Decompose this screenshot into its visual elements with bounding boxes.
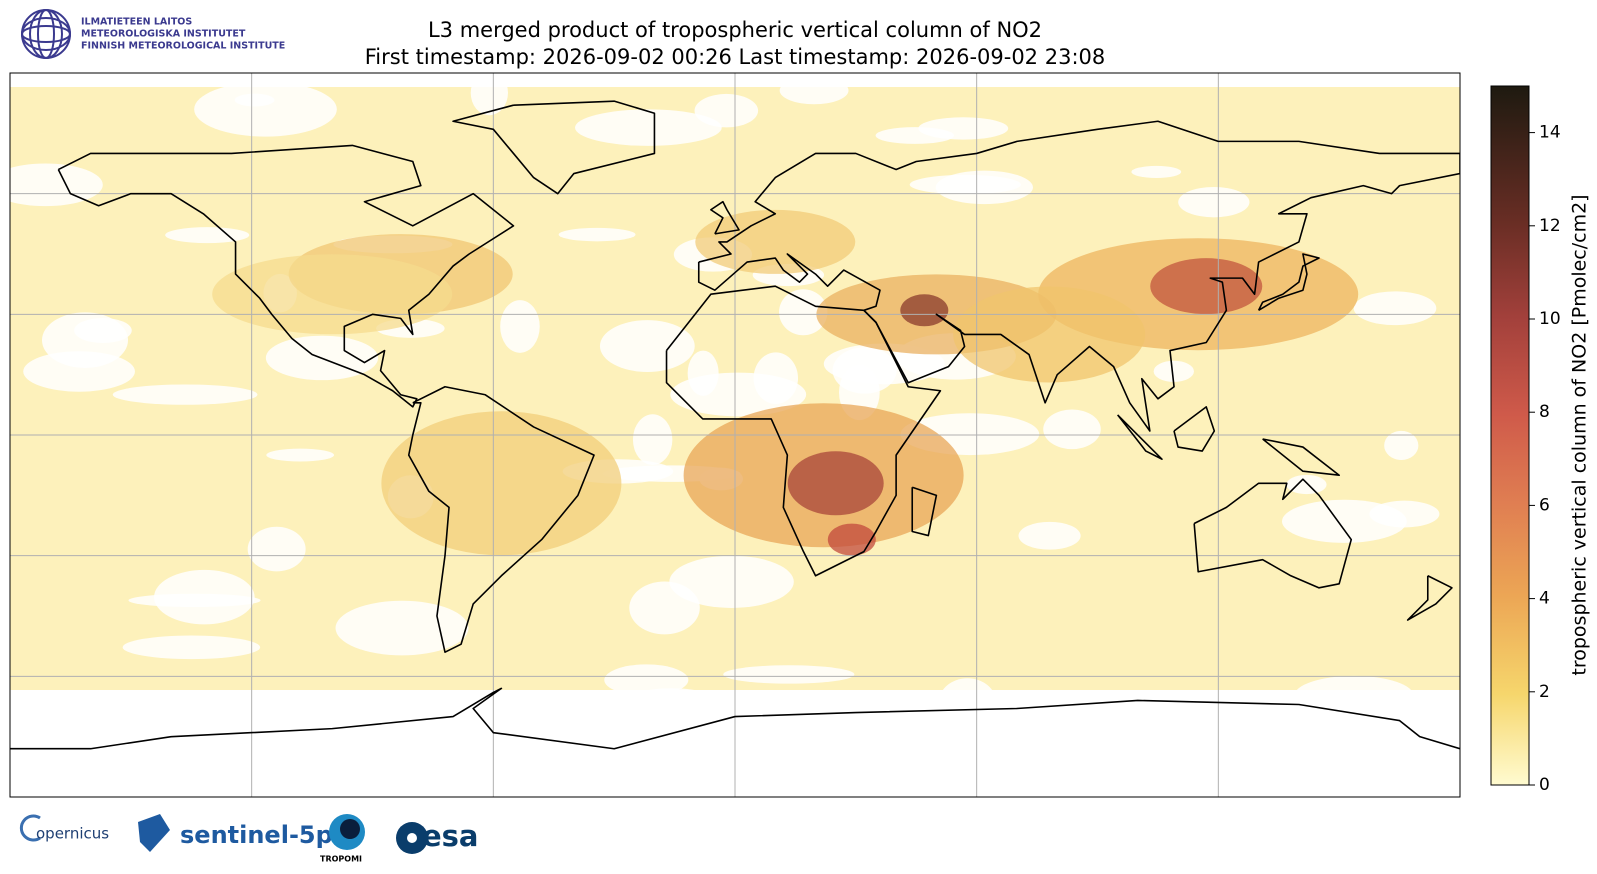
emission-area: [827, 523, 876, 556]
emission-area: [953, 286, 1146, 383]
data-gap: [1043, 409, 1101, 450]
colorbar-tick-label: 12: [1539, 216, 1561, 236]
data-gap: [1286, 474, 1327, 495]
data-gap: [669, 555, 794, 608]
data-gap: [1178, 186, 1250, 218]
data-gap: [604, 664, 689, 696]
data-gap: [165, 227, 250, 244]
sentinel-text: sentinel-5p: [180, 821, 333, 849]
coastline: [452, 100, 656, 195]
colorbar-tick-label: 4: [1539, 589, 1550, 609]
institute-name: FINNISH METEOROLOGICAL INSTITUTE: [81, 41, 285, 52]
esa-logo: esa: [396, 819, 479, 854]
emission-area: [900, 294, 949, 327]
data-gap: [779, 289, 828, 336]
coastline: [911, 486, 938, 537]
data-gap: [909, 174, 1021, 195]
sentinel-logo: sentinel-5p: [138, 814, 333, 852]
coastline: [665, 285, 942, 577]
data-gap: [558, 227, 636, 242]
data-gap: [1353, 291, 1437, 326]
data-gap: [723, 665, 855, 684]
data-gap: [1153, 360, 1194, 382]
tropomi-text: TROPOMI: [320, 855, 362, 864]
data-gap: [266, 448, 335, 462]
coastline: [407, 385, 595, 654]
colorbar-tick-label: 2: [1539, 682, 1550, 702]
fmi-logo: [21, 9, 71, 59]
data-gap: [247, 526, 306, 572]
coastline: [57, 144, 515, 408]
map-frame: [9, 72, 1461, 798]
data-gap: [122, 635, 261, 660]
data-gap: [335, 600, 469, 656]
data-gap: [154, 569, 255, 625]
colorbar-tick-label: 10: [1539, 309, 1561, 329]
coastline: [1257, 253, 1320, 311]
title: L3 merged product of tropospheric vertic…: [428, 18, 1042, 42]
data-gap: [10, 163, 103, 207]
data-gap: [1384, 430, 1419, 461]
colorbar-tick-label: 8: [1539, 402, 1550, 422]
colorbar-tick-label: 0: [1539, 775, 1550, 795]
coastline: [710, 200, 740, 235]
data-gap: [599, 320, 695, 373]
data-gap: [112, 384, 258, 405]
data-gap: [575, 109, 722, 146]
coastline: [697, 120, 1460, 432]
data-gap: [875, 127, 955, 144]
subtitle: First timestamp: 2026-09-02 00:26 Last t…: [365, 45, 1106, 69]
coastline: [1262, 438, 1340, 477]
emission-area: [1150, 258, 1263, 315]
coastline: [10, 687, 1460, 750]
data-gap: [1131, 165, 1182, 178]
colorbar-tick-label: 14: [1539, 123, 1561, 143]
emission-area: [787, 451, 884, 516]
data-gap: [41, 312, 129, 368]
data-gap: [1018, 521, 1081, 550]
data-gap: [632, 414, 673, 465]
data-gap: [1369, 500, 1440, 528]
coastline: [1193, 478, 1353, 589]
data-gap: [194, 81, 337, 137]
data-gap: [500, 300, 540, 353]
colorbar-tick-label: 6: [1539, 495, 1550, 515]
colorbar-label: tropospheric vertical column of NO2 [Pmo…: [1569, 194, 1591, 675]
coastline: [1117, 414, 1163, 460]
coastline: [1173, 406, 1216, 452]
emission-area: [381, 411, 622, 556]
copernicus-logo: opernicus: [19, 814, 109, 843]
esa-text: esa: [422, 819, 479, 853]
map: [10, 73, 1460, 797]
institute-name: METEOROLOGISKA INSTITUTET: [81, 29, 246, 40]
emission-area: [212, 254, 453, 335]
data-gap: [234, 93, 275, 107]
copernicus-text: opernicus: [36, 825, 109, 843]
tropomi-logo: TROPOMI: [320, 814, 365, 864]
institute-name: ILMATIETEEN LAITOS: [81, 17, 192, 28]
coastline: [1406, 575, 1453, 621]
colorbar: [1490, 85, 1530, 786]
data-gap: [670, 372, 807, 417]
